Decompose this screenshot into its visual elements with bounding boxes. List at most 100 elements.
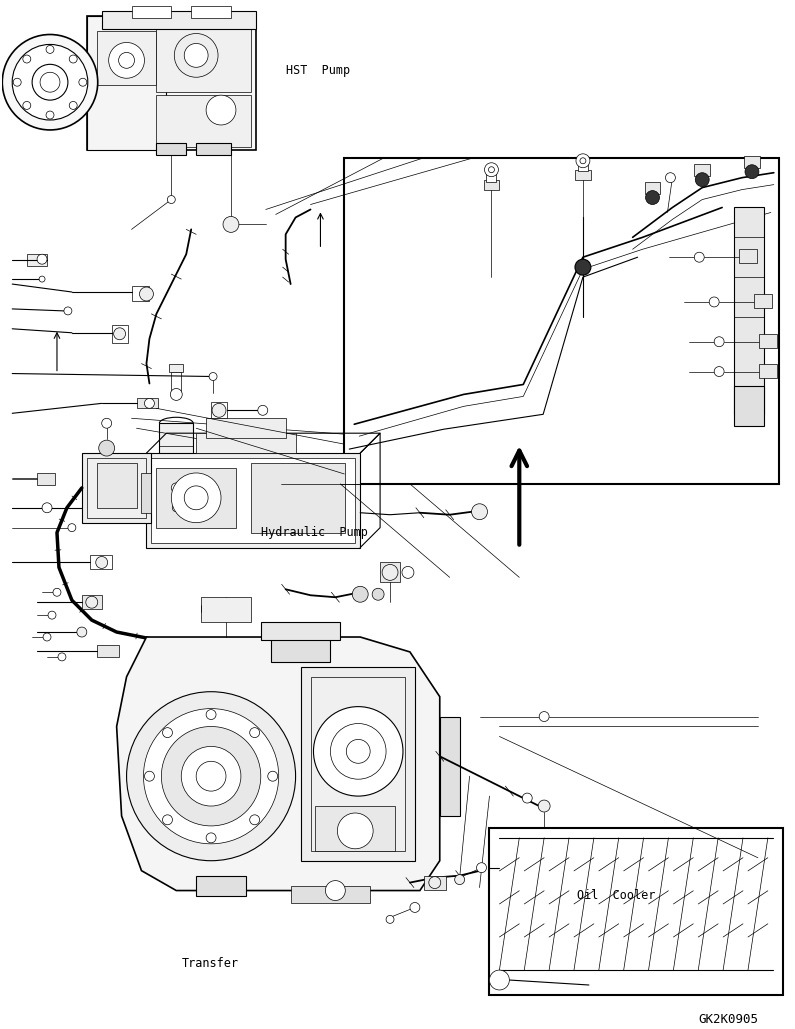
Circle shape — [250, 728, 260, 738]
Circle shape — [212, 403, 226, 418]
Circle shape — [696, 173, 709, 186]
Circle shape — [102, 418, 111, 428]
Circle shape — [325, 881, 345, 900]
Polygon shape — [117, 637, 440, 890]
Circle shape — [539, 712, 549, 721]
Circle shape — [382, 565, 398, 580]
Circle shape — [313, 707, 403, 796]
Circle shape — [139, 287, 153, 300]
Circle shape — [171, 473, 221, 523]
Circle shape — [23, 102, 31, 109]
Bar — [759, 363, 777, 378]
Bar — [87, 458, 146, 518]
Bar — [196, 433, 296, 453]
Circle shape — [410, 902, 420, 913]
Text: Hydraulic  Pump: Hydraulic Pump — [261, 526, 367, 539]
Circle shape — [2, 35, 98, 130]
Circle shape — [126, 691, 296, 860]
Circle shape — [37, 254, 47, 264]
Circle shape — [174, 34, 218, 77]
Bar — [159, 423, 193, 488]
Circle shape — [488, 167, 494, 173]
Circle shape — [347, 740, 370, 764]
Bar — [196, 143, 231, 154]
Circle shape — [12, 44, 87, 120]
Text: GK2K0905: GK2K0905 — [698, 1013, 758, 1026]
Circle shape — [580, 157, 586, 164]
Bar — [82, 453, 151, 523]
Circle shape — [209, 372, 217, 381]
Bar — [37, 473, 55, 485]
Circle shape — [167, 196, 175, 204]
Circle shape — [386, 916, 394, 923]
Circle shape — [114, 328, 126, 340]
Circle shape — [40, 72, 60, 93]
Circle shape — [42, 503, 52, 512]
Bar — [206, 418, 285, 438]
Circle shape — [455, 875, 464, 885]
Bar — [142, 473, 151, 512]
Circle shape — [118, 52, 134, 68]
Circle shape — [43, 633, 51, 641]
Bar — [344, 157, 779, 484]
Bar — [151, 458, 355, 542]
Bar — [759, 333, 777, 348]
Circle shape — [576, 153, 590, 168]
Bar — [380, 563, 400, 582]
Circle shape — [162, 728, 173, 738]
Circle shape — [372, 589, 384, 600]
Circle shape — [476, 862, 487, 873]
Bar — [316, 806, 395, 851]
Circle shape — [484, 163, 498, 177]
Bar — [157, 23, 251, 93]
Circle shape — [46, 111, 54, 119]
Circle shape — [538, 801, 550, 812]
Bar — [744, 155, 760, 168]
Bar — [575, 170, 591, 180]
Circle shape — [69, 55, 77, 63]
Bar — [171, 371, 181, 393]
Circle shape — [86, 596, 98, 608]
Circle shape — [23, 55, 31, 63]
Bar — [440, 716, 460, 816]
Circle shape — [46, 45, 54, 54]
Circle shape — [714, 336, 724, 347]
Bar — [97, 31, 157, 85]
Bar — [82, 595, 102, 609]
Circle shape — [352, 587, 368, 602]
Bar — [97, 463, 137, 507]
Bar — [291, 886, 370, 903]
Bar — [131, 286, 149, 300]
Bar — [146, 453, 360, 547]
Circle shape — [173, 504, 180, 511]
Bar — [261, 623, 340, 640]
Circle shape — [184, 486, 208, 509]
Bar — [487, 172, 496, 182]
Bar — [131, 6, 171, 17]
Circle shape — [337, 813, 373, 849]
Bar — [157, 143, 186, 154]
Bar — [739, 249, 757, 263]
Text: Transfer: Transfer — [181, 957, 238, 969]
Bar — [27, 254, 47, 267]
Bar — [490, 828, 783, 995]
Circle shape — [522, 793, 532, 803]
Circle shape — [206, 95, 236, 125]
Circle shape — [206, 832, 216, 843]
Circle shape — [161, 726, 261, 826]
Circle shape — [490, 970, 510, 990]
Bar — [90, 556, 111, 569]
Bar — [196, 876, 246, 895]
Circle shape — [69, 102, 77, 109]
Bar — [734, 387, 764, 426]
Circle shape — [99, 440, 114, 456]
Bar — [191, 6, 231, 17]
Circle shape — [58, 653, 66, 661]
Circle shape — [494, 975, 504, 985]
Bar — [271, 637, 331, 662]
Circle shape — [206, 710, 216, 719]
Text: HST  Pump: HST Pump — [285, 64, 350, 77]
Circle shape — [471, 504, 487, 520]
Circle shape — [429, 877, 440, 889]
Circle shape — [95, 557, 107, 568]
